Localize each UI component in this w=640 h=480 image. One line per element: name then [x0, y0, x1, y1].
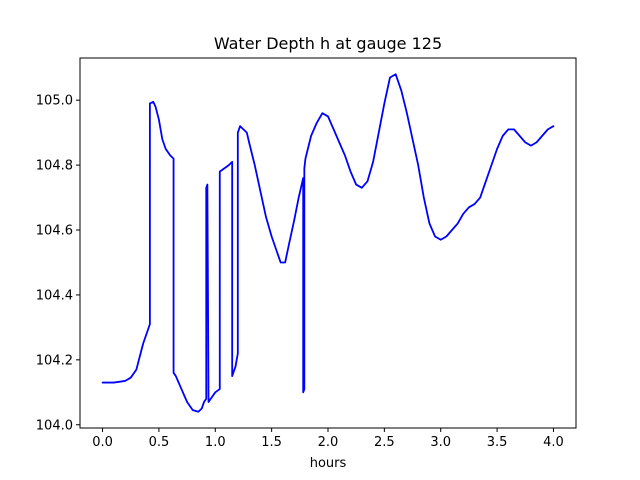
x-tick-label: 0.5 [149, 435, 170, 450]
x-tick-label: 2.0 [318, 435, 339, 450]
series-line [101, 73, 555, 413]
x-tick-label: 2.5 [374, 435, 395, 450]
y-tick-label: 104.6 [36, 224, 73, 239]
y-tick-label: 105.0 [36, 94, 73, 109]
x-tick-label: 3.0 [430, 435, 451, 450]
y-tick-label: 104.4 [36, 288, 73, 303]
chart-title: Water Depth h at gauge 125 [214, 34, 442, 53]
y-tick-label: 104.2 [36, 353, 73, 368]
y-tick-label: 104.0 [36, 418, 73, 433]
x-axis-label: hours [310, 456, 347, 471]
y-tick-label: 104.8 [36, 159, 73, 174]
x-tick-label: 0.0 [92, 435, 113, 450]
x-tick-label: 3.5 [487, 435, 508, 450]
x-tick-label: 1.0 [205, 435, 226, 450]
x-tick-label: 1.5 [261, 435, 282, 450]
plot-area [80, 58, 576, 428]
x-tick-label: 4.0 [543, 435, 564, 450]
